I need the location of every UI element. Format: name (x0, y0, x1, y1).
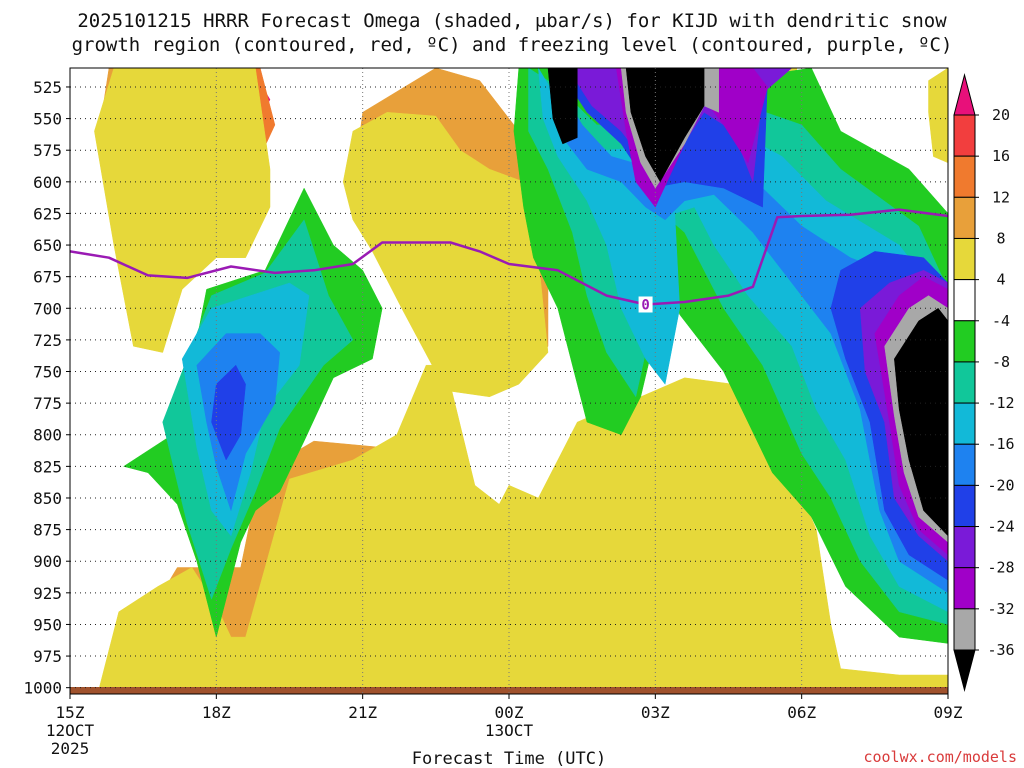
colorbar-swatch-1 (953, 114, 976, 157)
colorbar-swatch-11 (953, 526, 976, 569)
colorbar-swatch-12 (953, 567, 976, 610)
y-tick-label-725: 725 (33, 331, 62, 350)
colorbar-label-neg36: -36 (987, 641, 1014, 659)
chart-title-line1: 2025101215 HRRR Forecast Omega (shaded, … (77, 10, 947, 32)
y-tick-label-675: 675 (33, 268, 62, 287)
credit-text: coolwx.com/models (863, 748, 1017, 766)
time-axis: 15Z 18Z 21Z 00Z 03Z 06Z 09Z (56, 694, 963, 722)
x-tick-label-21Z: 21Z (348, 703, 377, 722)
y-tick-label-875: 875 (33, 521, 62, 540)
colorbar-label-12: 12 (992, 188, 1010, 206)
colorbar-label-neg20: -20 (987, 476, 1014, 494)
freezing-level-label: 0 (641, 297, 649, 313)
pressure-axis: 525 550 575 600 625 650 675 700 725 750 775 800 825 8… (23, 78, 70, 698)
y-tick-label-525: 525 (33, 78, 62, 97)
y-tick-label-650: 650 (33, 236, 62, 255)
colorbar-swatch-4 (953, 237, 976, 281)
y-tick-label-925: 925 (33, 584, 62, 603)
freezing-level-contour: 0 (70, 208, 948, 313)
gridlines (70, 68, 948, 694)
chart-title-line2: growth region (contoured, red, ºC) and f… (72, 34, 953, 56)
y-tick-label-950: 950 (33, 615, 62, 634)
colorbar-label-neg32: -32 (987, 600, 1014, 618)
y-tick-label-625: 625 (33, 204, 62, 223)
colorbar-label-neg28: -28 (987, 559, 1014, 577)
colorbar-swatch-2 (953, 155, 976, 198)
colorbar-swatch-5 (953, 279, 976, 322)
colorbar-swatch-8 (953, 402, 976, 445)
colorbar-label-neg24: -24 (987, 518, 1014, 536)
colorbar-swatch-3 (953, 196, 976, 239)
y-tick-label-900: 900 (33, 552, 62, 571)
omega-shaded-fields (94, 68, 948, 692)
y-tick-label-550: 550 (33, 110, 62, 129)
y-tick-label-600: 600 (33, 173, 62, 192)
x-tick-label-09Z: 09Z (934, 703, 963, 722)
y-tick-label-825: 825 (33, 457, 62, 476)
x-tick-label-06Z: 06Z (787, 703, 816, 722)
x-axis-label: Forecast Time (UTC) (412, 749, 606, 768)
colorbar-label-20: 20 (992, 106, 1010, 124)
y-tick-label-800: 800 (33, 426, 62, 445)
omega-region-4-3 (928, 68, 948, 164)
date-label-15Z-year: 2025 (51, 739, 90, 758)
colorbar-swatch-10 (953, 484, 976, 528)
y-tick-label-575: 575 (33, 141, 62, 160)
y-tick-label-775: 775 (33, 394, 62, 413)
x-tick-label-03Z: 03Z (641, 703, 670, 722)
colorbar-label-neg16: -16 (987, 435, 1014, 453)
omega-region-neg36-2 (894, 308, 948, 537)
date-label-00Z-day: 13OCT (485, 721, 534, 740)
omega-region-4-2 (342, 112, 549, 398)
colorbar-swatch-6 (953, 320, 976, 363)
x-tick-label-00Z: 00Z (495, 703, 524, 722)
y-tick-label-975: 975 (33, 647, 62, 666)
colorbar-label-neg12: -12 (987, 394, 1014, 412)
colorbar-label-neg4: -4 (992, 312, 1010, 330)
x-tick-label-15Z: 15Z (56, 703, 85, 722)
y-tick-label-1000: 1000 (23, 679, 62, 698)
y-tick-label-700: 700 (33, 299, 62, 318)
colorbar-label-8: 8 (996, 229, 1005, 247)
colorbar-label-4: 4 (996, 271, 1005, 289)
y-tick-label-750: 750 (33, 363, 62, 382)
freezing-level-line (70, 208, 948, 306)
y-tick-label-850: 850 (33, 489, 62, 508)
colorbar-bottom-arrow (953, 649, 976, 692)
colorbar-label-16: 16 (992, 147, 1010, 165)
colorbar-label-neg8: -8 (992, 353, 1010, 371)
colorbar-top-arrow (953, 73, 976, 116)
omega-region-4-1 (99, 364, 948, 692)
colorbar-swatch-13 (953, 608, 976, 651)
colorbar-swatch-9 (953, 443, 976, 486)
x-tick-label-18Z: 18Z (202, 703, 231, 722)
freezing-level-label-bg (638, 296, 653, 313)
colorbar: 20 16 12 8 4 -4 -8 -12 -16 -20 -24 -28 -32 -36 (953, 73, 1015, 692)
colorbar-swatch-7 (953, 361, 976, 404)
ground-strip (70, 687, 948, 694)
date-label-15Z-day: 12OCT (46, 721, 95, 740)
omega-region-neg36-1 (625, 68, 705, 183)
